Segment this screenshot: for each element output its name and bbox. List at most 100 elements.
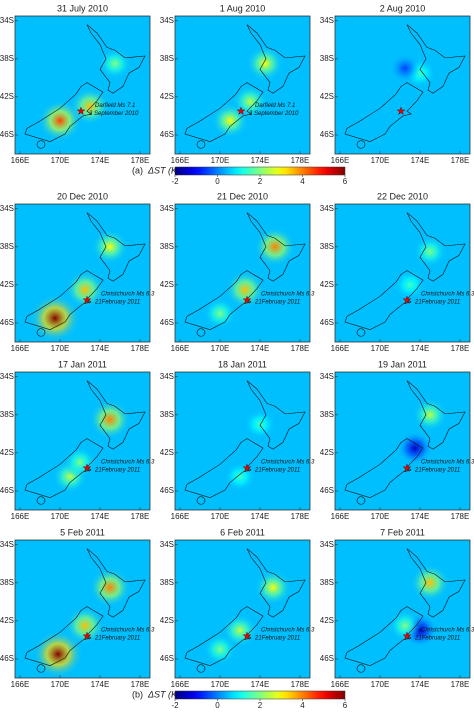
x-tick-label: 178E — [451, 344, 470, 353]
x-tick-label: 166E — [331, 344, 350, 353]
y-tick-label: 42S — [160, 92, 174, 101]
temperature-anomaly — [98, 48, 132, 80]
x-tick-label: 170E — [51, 344, 70, 353]
y-tick-label: 46S — [160, 486, 174, 495]
panel-frame — [14, 539, 151, 679]
panel-frame — [334, 15, 471, 155]
x-tick-label: 174E — [411, 680, 430, 689]
y-tick-label: 46S — [0, 654, 14, 663]
earthquake-label: Christchurch Ms 6.3 — [261, 460, 315, 466]
x-tick-label: 174E — [411, 344, 430, 353]
field-background — [335, 540, 470, 678]
temperature-anomaly — [397, 431, 433, 465]
y-tick-label: 34S — [0, 204, 14, 213]
earthquake-label: 21February 2011 — [414, 468, 460, 474]
panel-letter: (a) — [132, 165, 143, 175]
colorbar — [174, 166, 346, 176]
y-tick-label: 42S — [320, 448, 334, 457]
x-tick-label: 178E — [131, 156, 150, 165]
panel-title: 22 Dec 2010 — [377, 191, 428, 201]
y-tick-label: 42S — [0, 448, 14, 457]
panel-title: 19 Jan 2011 — [378, 359, 427, 369]
y-tick-label: 42S — [160, 280, 174, 289]
temperature-anomaly — [91, 229, 129, 265]
y-tick-label: 46S — [320, 654, 334, 663]
y-tick-label: 34S — [0, 540, 14, 549]
x-tick-label: 178E — [451, 680, 470, 689]
y-tick-label: 34S — [320, 540, 334, 549]
temperature-anomaly — [29, 294, 81, 342]
panel-frame — [174, 203, 311, 343]
y-tick-label: 42S — [160, 448, 174, 457]
earthquake-label: Darfield Ms 7.1 — [255, 103, 295, 109]
y-tick-label: 34S — [160, 204, 174, 213]
y-tick-label: 38S — [0, 410, 14, 419]
panel-frame — [174, 15, 311, 155]
x-tick-label: 166E — [331, 680, 350, 689]
y-tick-label: 38S — [320, 578, 334, 587]
x-tick-label: 178E — [131, 680, 150, 689]
x-tick-label: 174E — [91, 680, 110, 689]
map-panel — [15, 16, 150, 154]
colorbar — [174, 690, 346, 700]
earthquake-label: 21February 2011 — [414, 300, 460, 306]
earthquake-label: 21February 2011 — [254, 300, 300, 306]
temperature-anomaly — [203, 633, 237, 665]
colorbar-tick-label: 4 — [300, 177, 305, 186]
field-background — [175, 540, 310, 678]
colorbar-tick-label: 2 — [258, 177, 263, 186]
temperature-anomaly — [413, 236, 447, 268]
panel-frame — [334, 203, 471, 343]
colorbar-tick-label: 6 — [343, 701, 348, 710]
temperature-anomaly — [410, 564, 450, 602]
x-tick-label: 170E — [51, 512, 70, 521]
field-background — [15, 16, 150, 154]
y-tick-label: 34S — [320, 204, 334, 213]
y-tick-label: 46S — [160, 318, 174, 327]
epicenter-star — [242, 295, 252, 304]
panel-frame — [14, 371, 151, 511]
x-tick-label: 174E — [251, 156, 270, 165]
x-tick-label: 170E — [211, 344, 230, 353]
x-tick-label: 178E — [291, 680, 310, 689]
panel-letter: (b) — [132, 689, 143, 699]
temperature-anomaly — [388, 610, 422, 642]
epicenter-star — [402, 463, 412, 472]
panel-frame — [14, 15, 151, 155]
x-tick-label: 174E — [251, 680, 270, 689]
earthquake-label: Darfield Ms 7.1 — [95, 103, 135, 109]
epicenter-star — [396, 106, 406, 115]
panel-title: 17 Jan 2011 — [58, 359, 107, 369]
y-tick-label: 46S — [320, 130, 334, 139]
earthquake-label: Christchurch Ms 6.3 — [101, 292, 155, 298]
x-tick-label: 178E — [451, 156, 470, 165]
earthquake-label: 21February 2011 — [254, 468, 300, 474]
epicenter-star — [82, 631, 92, 640]
map-panel — [15, 540, 150, 678]
temperature-anomaly — [65, 271, 105, 309]
x-tick-label: 170E — [371, 512, 390, 521]
x-tick-label: 174E — [411, 512, 430, 521]
colorbar-tick-label: 2 — [258, 701, 263, 710]
field-background — [15, 372, 150, 510]
x-tick-label: 174E — [411, 156, 430, 165]
map-panel — [335, 540, 470, 678]
y-tick-label: 38S — [320, 242, 334, 251]
panel-title: 5 Feb 2011 — [60, 527, 105, 537]
colorbar-label: ΔST (K) — [147, 689, 180, 699]
map-panel — [175, 372, 310, 510]
colorbar-tick-label: 0 — [215, 701, 220, 710]
earthquake-label: 21February 2011 — [254, 636, 300, 642]
temperature-anomaly — [89, 567, 131, 608]
x-tick-label: 170E — [51, 156, 70, 165]
y-tick-label: 46S — [0, 486, 14, 495]
epicenter-star — [76, 106, 86, 115]
panel-title: 31 July 2010 — [57, 3, 108, 13]
epicenter-star — [402, 631, 412, 640]
y-tick-label: 34S — [160, 16, 174, 25]
y-tick-label: 34S — [0, 16, 14, 25]
panel-title: 21 Dec 2010 — [217, 191, 268, 201]
earthquake-label: Christchurch Ms 6.3 — [421, 628, 474, 634]
y-tick-label: 42S — [320, 92, 334, 101]
